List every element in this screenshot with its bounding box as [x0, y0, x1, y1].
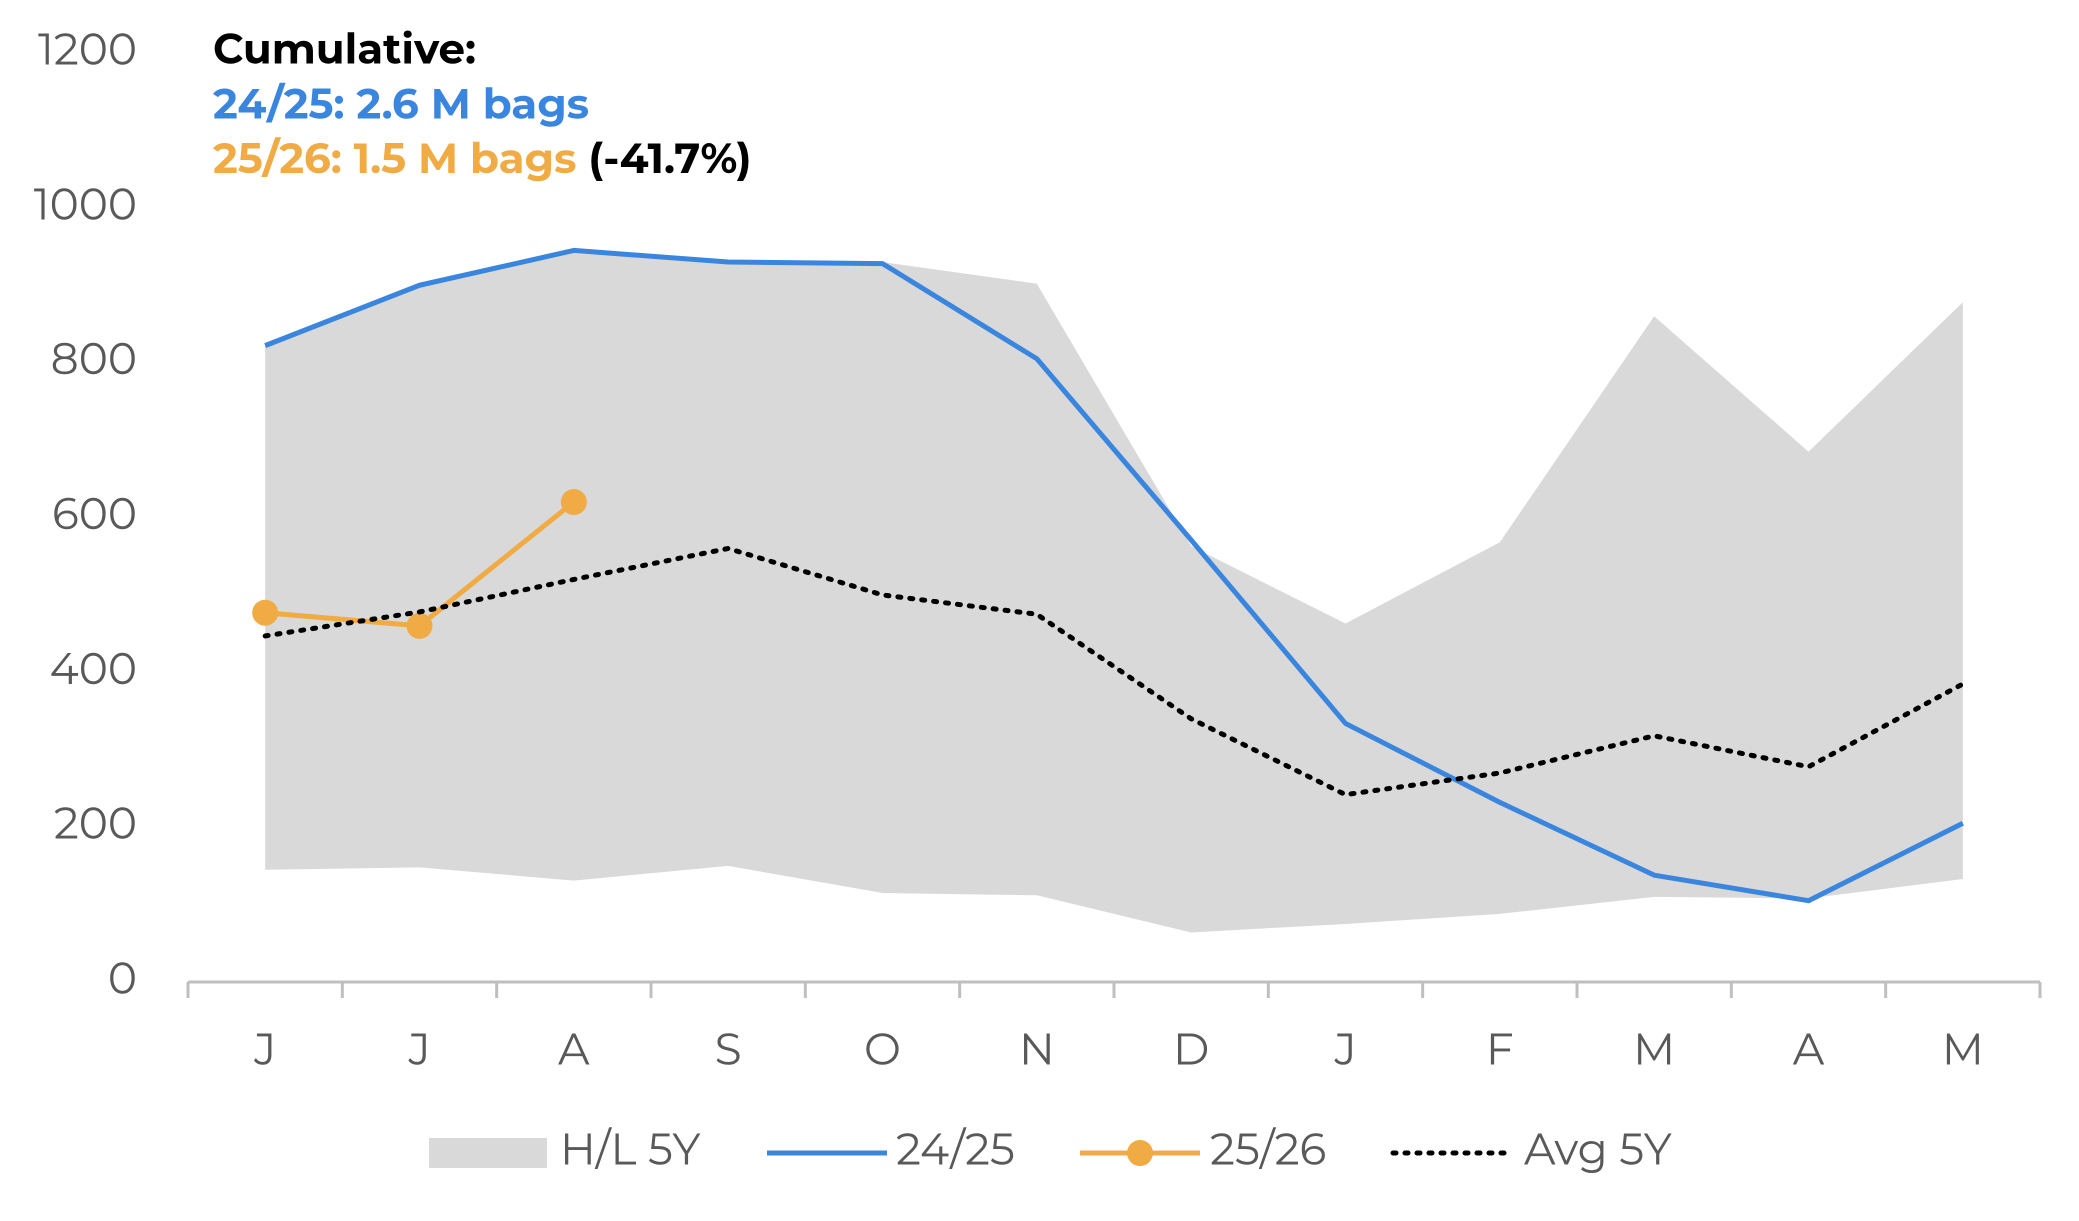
plot-area: [252, 247, 1966, 933]
x-tick-label: A: [1793, 1023, 1825, 1077]
y-tick-label: 1200: [38, 23, 137, 77]
legend-label: 25/26: [1210, 1123, 1326, 1177]
y-tick-label: 1000: [34, 177, 137, 231]
y-tick-label: 200: [54, 797, 137, 851]
x-tick-label: S: [715, 1023, 742, 1077]
x-tick-label: D: [1173, 1023, 1209, 1077]
annotation: 25/26: 1.5 M bags: [213, 132, 576, 184]
x-tick-label: F: [1486, 1023, 1514, 1077]
x-tick-label: J: [1333, 1023, 1356, 1077]
x-tick-label: J: [407, 1023, 430, 1077]
annotation: 24/25: 2.6 M bags: [213, 77, 589, 129]
x-tick-label: M: [1942, 1023, 1984, 1077]
x-tick-label: O: [864, 1023, 901, 1077]
x-tick-label: M: [1633, 1023, 1675, 1077]
point: [560, 489, 587, 516]
x-tick-label: A: [558, 1023, 590, 1077]
range-band: [265, 250, 1963, 933]
annotation: Cumulative:: [213, 22, 476, 74]
y-tick-label: 400: [50, 642, 137, 696]
point: [252, 599, 279, 626]
legend-label: 24/25: [896, 1123, 1015, 1177]
y-tick-label: 600: [52, 487, 137, 541]
x-tick-label: N: [1019, 1023, 1055, 1077]
y-tick-label: 0: [108, 952, 137, 1006]
annotation: 25/26: 1.5 M bags (-41.7%): [213, 132, 752, 184]
legend-swatch: [429, 1138, 547, 1168]
legend-label: H/L 5Y: [560, 1123, 700, 1177]
series-line: [262, 545, 1966, 798]
legend-label: Avg 5Y: [1524, 1123, 1672, 1177]
x-tick-label: J: [253, 1023, 276, 1077]
y-tick-label: 800: [51, 332, 137, 386]
legend-swatch: [1127, 1140, 1153, 1166]
point: [406, 612, 433, 639]
series-line: [264, 247, 1964, 904]
annotation: (-41.7%): [588, 132, 751, 184]
